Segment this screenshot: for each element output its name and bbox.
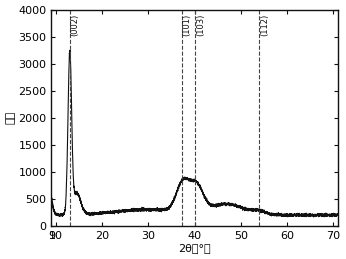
Text: (112): (112) <box>260 14 269 36</box>
Text: (002): (002) <box>71 14 80 36</box>
Text: (101): (101) <box>182 14 191 36</box>
Text: (103): (103) <box>197 14 206 36</box>
Y-axis label: 强度: 强度 <box>6 111 16 124</box>
X-axis label: 2θ（°）: 2θ（°） <box>178 243 211 254</box>
